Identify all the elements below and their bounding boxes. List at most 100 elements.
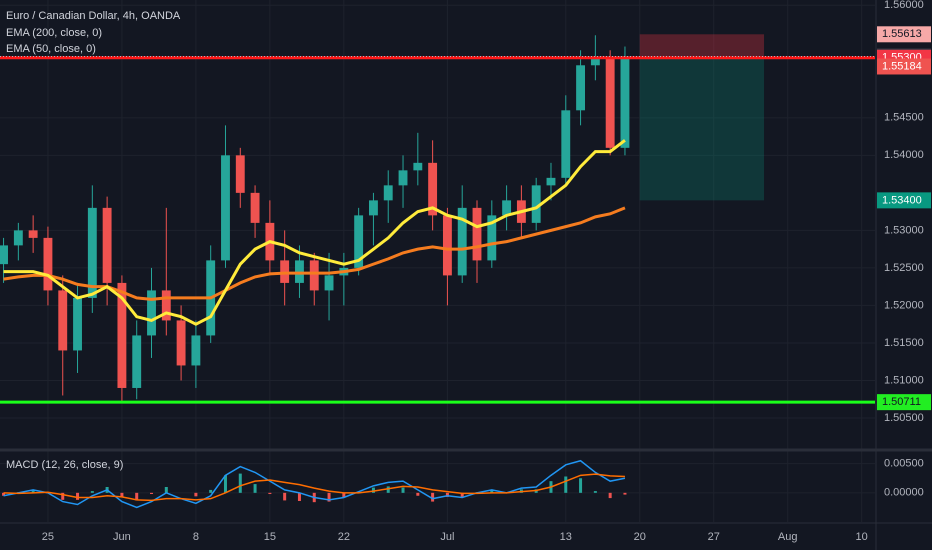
candle-body <box>605 57 615 148</box>
candle-body <box>428 162 438 216</box>
candle-body <box>472 207 482 261</box>
price-badge-label: 1.55613 <box>882 28 922 40</box>
candle-body <box>117 282 127 388</box>
candle-body <box>43 237 53 291</box>
macd-hist <box>253 484 257 493</box>
signal-line <box>3 473 625 502</box>
legend-entry: EMA (50, close, 0) <box>6 43 96 55</box>
x-tick-label: 22 <box>338 531 350 543</box>
candle-body <box>413 162 423 171</box>
y-tick-label: 0.00000 <box>884 487 924 499</box>
macd-hist <box>76 492 80 500</box>
y-tick-label: 1.54500 <box>884 112 924 124</box>
macd-hist <box>135 492 139 501</box>
candle-body <box>487 215 497 261</box>
y-tick-label: 1.53000 <box>884 224 924 236</box>
candle-body <box>354 215 364 268</box>
candle-body <box>502 200 512 216</box>
macd-hist <box>194 492 198 497</box>
macd-legend: MACD (12, 26, close, 9) <box>6 459 123 471</box>
y-tick-label: 1.52500 <box>884 262 924 274</box>
macd-hist <box>120 492 124 498</box>
macd-hist <box>2 492 6 496</box>
candle-body <box>561 110 571 178</box>
candle-body <box>58 290 68 351</box>
candle-body <box>221 155 230 261</box>
candle-body <box>398 170 408 186</box>
y-tick-label: 1.56000 <box>884 0 924 11</box>
macd-hist <box>490 489 494 493</box>
candle-body <box>531 185 541 223</box>
x-tick-label: 25 <box>42 531 54 543</box>
macd-hist <box>564 476 568 493</box>
y-tick-label: 1.50500 <box>884 412 924 424</box>
x-tick-label: 8 <box>193 531 199 543</box>
candle-body <box>191 335 201 366</box>
price-badge-label: 1.53400 <box>882 194 922 206</box>
macd-hist <box>90 491 94 493</box>
candle-body <box>368 200 378 216</box>
macd-hist <box>164 487 168 493</box>
price-badge <box>877 26 931 43</box>
x-tick-label: 27 <box>708 531 720 543</box>
candle-body <box>442 215 452 276</box>
y-tick-label: 1.51000 <box>884 374 924 386</box>
candle-body <box>250 192 260 223</box>
candle-body <box>324 275 334 291</box>
candle-body <box>457 207 467 276</box>
candle-body <box>132 335 142 388</box>
macd-hist <box>445 492 449 497</box>
candle-body <box>0 245 8 265</box>
candle-body <box>28 230 38 238</box>
x-tick-label: 13 <box>560 531 572 543</box>
candle-body <box>280 260 290 283</box>
macd-line <box>3 459 626 509</box>
x-tick-label: Aug <box>778 531 798 543</box>
macd-hist <box>593 491 597 493</box>
target-zone <box>639 57 765 201</box>
x-tick-label: 15 <box>264 531 276 543</box>
macd-hist <box>431 492 435 502</box>
candle-body <box>73 297 82 351</box>
macd-hist <box>579 478 583 493</box>
macd-hist <box>623 492 627 495</box>
macd-hist <box>297 492 301 501</box>
candle-body <box>147 290 156 336</box>
macd-hist <box>608 492 612 499</box>
price-badge <box>877 58 931 75</box>
macd-hist <box>31 489 35 493</box>
candle-body <box>546 177 556 186</box>
macd-hist <box>209 489 213 493</box>
price-badge <box>877 192 931 209</box>
macd-hist <box>268 492 272 494</box>
price-badge <box>877 394 931 411</box>
y-tick-label: 1.51500 <box>884 337 924 349</box>
candle-body <box>383 185 393 201</box>
stop-zone <box>639 34 765 58</box>
macd-hist <box>238 473 242 493</box>
candle-body <box>295 260 304 283</box>
macd-hist <box>460 492 464 497</box>
macd-hist <box>342 492 346 498</box>
candle-body <box>176 320 186 366</box>
x-tick-label: Jun <box>113 531 131 543</box>
y-tick-label: 1.54000 <box>884 149 924 161</box>
macd-hist <box>416 492 420 496</box>
x-tick-label: 20 <box>634 531 646 543</box>
candle-body <box>161 290 171 321</box>
price-badge-label: 1.50711 <box>882 396 921 408</box>
macd-hist <box>371 487 375 493</box>
legend-entry: EMA (200, close, 0) <box>6 27 102 39</box>
macd-hist <box>61 492 65 500</box>
macd-hist <box>401 487 405 493</box>
candle-body <box>309 260 319 291</box>
x-tick-label: Jul <box>440 531 454 543</box>
y-tick-label: 1.52000 <box>884 299 924 311</box>
candle-body <box>87 207 97 298</box>
candle-body <box>576 65 586 111</box>
macd-hist <box>327 492 331 502</box>
price-badge-label: 1.55184 <box>882 60 922 72</box>
candle-body <box>235 155 245 193</box>
macd-hist <box>223 475 227 493</box>
